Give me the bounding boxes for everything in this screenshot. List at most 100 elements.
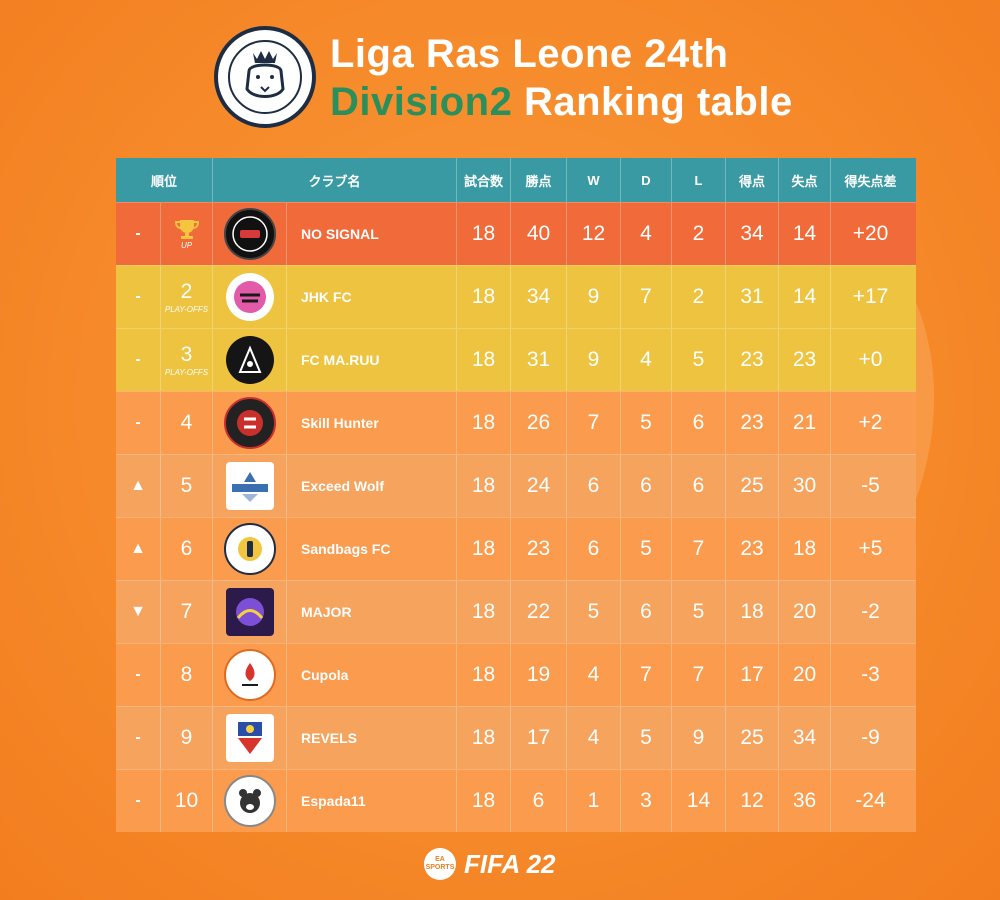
table-row: - 3 PLAY-OFFS FC MA.RUU 18 31 9 4 5 23 2… (116, 328, 916, 391)
table-row: - 8 Cupola 18 19 4 7 7 17 20 -3 (116, 643, 916, 706)
header-club: クラブ名 (213, 158, 457, 202)
movement-indicator: - (116, 266, 161, 328)
division-label: Division2 (330, 80, 513, 124)
losses-value: 14 (672, 770, 726, 832)
goals-for-value: 34 (726, 203, 779, 265)
table-row: - 10 Espada11 18 6 1 3 14 12 36 -24 (116, 769, 916, 832)
rank-value: 10 (174, 789, 199, 812)
draws-value: 7 (621, 644, 672, 706)
losses-value: 9 (672, 707, 726, 769)
table-row: - 9 REVELS 18 17 4 5 9 25 34 -9 (116, 706, 916, 769)
table-row: - 2 PLAY-OFFS JHK FC 18 34 9 7 2 31 14 +… (116, 265, 916, 328)
trophy-icon (174, 220, 199, 239)
rank-cell: 6 (161, 518, 213, 580)
club-logo-cell (213, 455, 287, 517)
table-row: - 4 Skill Hunter 18 26 7 5 6 23 21 +2 (116, 391, 916, 454)
movement-indicator: - (116, 707, 161, 769)
losses-value: 7 (672, 644, 726, 706)
club-badge-icon (225, 336, 274, 384)
goals-for-value: 18 (726, 581, 779, 643)
played-value: 18 (457, 329, 511, 391)
fifa-22-label: FIFA 22 (464, 848, 556, 879)
goals-against-value: 14 (779, 266, 831, 328)
header-wins: W (567, 158, 621, 202)
club-badge-icon (223, 208, 276, 260)
fifa-footer-logo: EA SPORTS FIFA 22 (424, 846, 584, 882)
no-signal-badge-icon (231, 216, 268, 252)
played-value: 18 (457, 266, 511, 328)
club-name: FC MA.RUU (287, 329, 457, 391)
draws-value: 7 (621, 266, 672, 328)
points-value: 23 (511, 518, 567, 580)
ranking-table-label: Ranking table (512, 80, 793, 124)
club-name: NO SIGNAL (287, 203, 457, 265)
movement-indicator: - (116, 329, 161, 391)
rank-value: 9 (180, 726, 193, 749)
status-label: UP (180, 241, 193, 250)
header-played: 試合数 (457, 158, 511, 202)
maruu-badge-icon (238, 345, 261, 373)
club-name: Sandbags FC (287, 518, 457, 580)
points-value: 24 (511, 455, 567, 517)
wins-value: 4 (567, 707, 621, 769)
page-header: Liga Ras Leone 24th Division2 Ranking ta… (214, 26, 834, 136)
wins-value: 7 (567, 392, 621, 454)
club-name: JHK FC (287, 266, 457, 328)
rank-value: 8 (180, 663, 193, 686)
points-value: 31 (511, 329, 567, 391)
page-subtitle: Division2 Ranking table (330, 80, 793, 125)
header-goals-for: 得点 (726, 158, 779, 202)
rank-value: 7 (180, 600, 193, 623)
club-name: Skill Hunter (287, 392, 457, 454)
played-value: 18 (457, 770, 511, 832)
club-logo-cell (213, 392, 287, 454)
goals-against-value: 34 (779, 707, 831, 769)
wins-value: 5 (567, 581, 621, 643)
goal-difference-value: -2 (861, 600, 880, 623)
goal-difference-value: -5 (861, 474, 880, 497)
rank-value: 2 (180, 280, 193, 303)
exceed-wolf-badge-icon (231, 472, 268, 502)
header-goals-against: 失点 (779, 158, 831, 202)
club-name: Espada11 (287, 770, 457, 832)
played-value: 18 (457, 392, 511, 454)
club-logo-cell (213, 329, 287, 391)
header-goal-difference: 得失点差 (844, 173, 897, 189)
goals-against-value: 14 (779, 203, 831, 265)
goals-against-value: 23 (779, 329, 831, 391)
draws-value: 5 (621, 392, 672, 454)
cupola-badge-icon (241, 663, 258, 686)
club-badge-icon (225, 714, 274, 762)
wins-value: 1 (567, 770, 621, 832)
goal-difference-value: -24 (855, 789, 886, 812)
goals-for-value: 23 (726, 518, 779, 580)
club-badge-icon (225, 273, 274, 321)
losses-value: 5 (672, 581, 726, 643)
losses-value: 6 (672, 455, 726, 517)
club-badge-icon (223, 523, 276, 575)
goal-difference-value: +5 (858, 537, 883, 560)
played-value: 18 (457, 455, 511, 517)
movement-indicator: ▲ (116, 518, 161, 580)
table-row: ▲ 5 Exceed Wolf 18 24 6 6 6 25 30 -5 (116, 454, 916, 517)
goal-difference-value: +17 (852, 285, 889, 308)
goal-difference-value: +2 (858, 411, 883, 434)
draws-value: 3 (621, 770, 672, 832)
rank-value: 5 (180, 474, 193, 497)
club-logo-cell (213, 203, 287, 265)
rank-cell: 4 (161, 392, 213, 454)
sandbags-badge-icon (237, 537, 262, 561)
points-value: 17 (511, 707, 567, 769)
espada-bear-badge-icon (238, 789, 261, 813)
points-value: 26 (511, 392, 567, 454)
goals-for-value: 23 (726, 392, 779, 454)
movement-indicator: ▲ (116, 455, 161, 517)
goals-against-value: 21 (779, 392, 831, 454)
club-logo-cell (213, 266, 287, 328)
rank-cell: 7 (161, 581, 213, 643)
points-value: 34 (511, 266, 567, 328)
status-label: PLAY-OFFS (164, 368, 209, 377)
table-row: - UP NO SIGNAL 18 40 12 4 2 34 14 (116, 202, 916, 265)
header-losses: L (672, 158, 726, 202)
club-name: REVELS (287, 707, 457, 769)
